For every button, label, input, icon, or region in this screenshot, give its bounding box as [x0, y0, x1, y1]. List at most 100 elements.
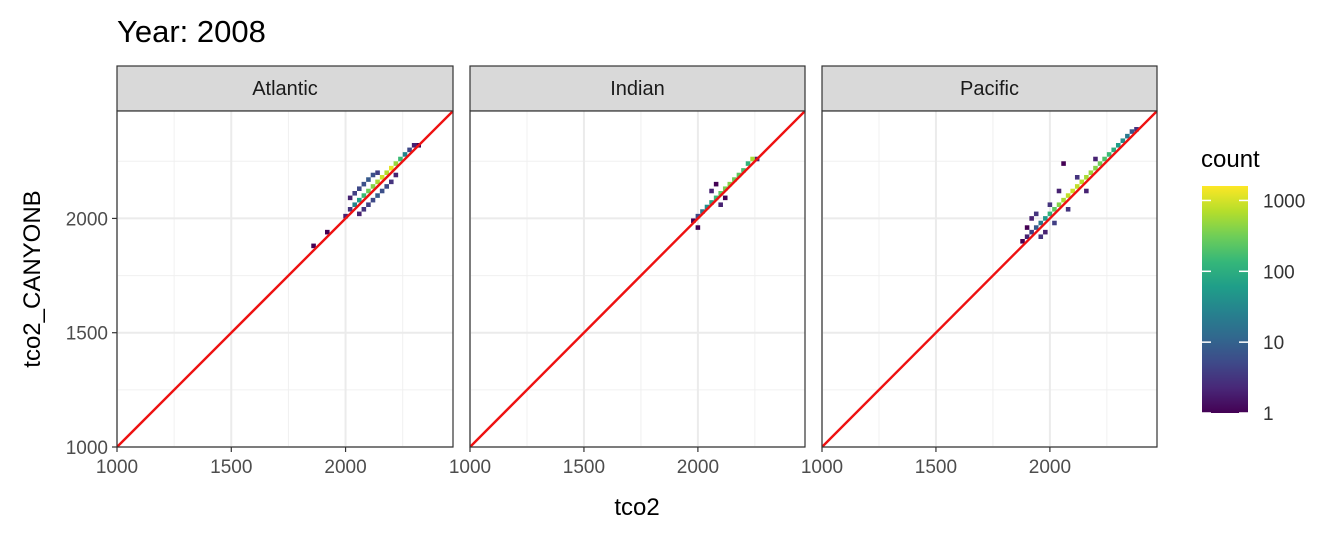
facets-layer: Atlantic 1000 1500 2000 1000 1500 2000 Indian 10… — [66, 65, 1158, 478]
heatmap-bin — [1070, 188, 1075, 194]
facet-strip-label: Pacific — [960, 78, 1019, 100]
heatmap-bins — [311, 143, 421, 249]
heatmap-bin — [1115, 143, 1121, 148]
chart-title: Year: 2008 — [117, 14, 266, 49]
heatmap-bin — [1088, 170, 1094, 175]
heatmap-bin — [704, 204, 710, 210]
heatmap-bins — [1020, 127, 1139, 244]
x-tick-label: 1000 — [96, 457, 138, 478]
heatmap-bin — [352, 202, 357, 207]
heatmap-bin — [370, 197, 376, 203]
heatmap-bins — [691, 156, 760, 230]
x-tick-label: 1500 — [563, 457, 605, 478]
heatmap-bin — [361, 193, 367, 198]
facet-panel-indian: Indian 1000 1500 2000 — [449, 65, 806, 478]
heatmap-bin — [1033, 225, 1039, 230]
y-tick-label: 1500 — [66, 324, 108, 345]
heatmap-bin — [375, 170, 380, 175]
heatmap-bin — [1084, 175, 1089, 180]
heatmap-bin — [357, 211, 362, 217]
y-tick-label: 1000 — [66, 438, 108, 459]
heatmap-bin — [370, 172, 376, 178]
heatmap-bin — [366, 202, 371, 207]
heatmap-bin — [375, 193, 380, 198]
heatmap-bin — [1043, 216, 1048, 221]
x-tick-label: 2000 — [1029, 457, 1071, 478]
heatmap-bin — [1097, 161, 1103, 166]
legend-break-label: 100 — [1263, 262, 1295, 283]
legend-colorbar — [1202, 186, 1248, 413]
heatmap-bin — [325, 229, 330, 235]
facet-strip-label: Indian — [610, 78, 665, 100]
heatmap-bin — [1125, 133, 1130, 139]
heatmap-bin — [379, 175, 385, 180]
panel-border — [116, 110, 454, 448]
heatmap-bin — [347, 195, 353, 201]
heatmap-bin — [1111, 147, 1116, 153]
panel-border — [469, 110, 806, 448]
heatmap-bin — [1120, 138, 1126, 143]
x-tick-label: 2000 — [677, 457, 719, 478]
facet-panel-pacific: Pacific 1000 1500 2000 — [801, 65, 1158, 478]
heatmap-bin — [1134, 127, 1139, 132]
heatmap-bin — [398, 156, 403, 162]
heatmap-bin — [713, 195, 719, 201]
heatmap-bin — [1029, 216, 1034, 221]
heatmap-bin — [384, 170, 389, 175]
heatmap-bin — [407, 147, 412, 153]
heatmap-bin — [727, 181, 733, 187]
heatmap-bin — [370, 184, 376, 189]
color-legend: count 1 10 100 1000 — [1201, 146, 1305, 425]
heatmap-bin — [1047, 202, 1053, 207]
heatmap-bin — [384, 184, 389, 189]
legend-title: count — [1201, 146, 1260, 173]
heatmap-bin — [1061, 197, 1066, 203]
heatmap-bin — [1043, 229, 1048, 235]
heatmap-bin — [389, 165, 394, 171]
heatmap-bin — [1033, 211, 1039, 217]
heatmap-bin — [361, 181, 367, 187]
reference-line-group — [470, 111, 805, 447]
facet-strip — [116, 65, 454, 112]
y-axis-title: tco2_CANYONB — [19, 190, 46, 367]
heatmap-bin — [1056, 202, 1062, 207]
heatmap-bin — [311, 243, 316, 249]
heatmap-bin — [1102, 156, 1107, 162]
reference-line-group — [117, 111, 453, 447]
facet-strip — [821, 65, 1158, 112]
heatmap-bin — [389, 179, 394, 185]
heatmap-bin — [736, 172, 742, 178]
panel-border — [821, 110, 1158, 448]
y-tick-label: 2000 — [66, 209, 108, 230]
heatmap-bin — [343, 213, 348, 219]
identity-line — [470, 111, 805, 447]
heatmap-bin — [709, 188, 714, 194]
heatmap-bin — [347, 207, 353, 212]
heatmap-bin — [750, 156, 755, 162]
heatmap-bin — [700, 209, 705, 214]
x-tick-label: 2000 — [324, 457, 366, 478]
heatmap-bin — [718, 191, 723, 196]
x-axis-title: tco2 — [614, 494, 659, 521]
heatmap-bin — [1056, 188, 1062, 194]
heatmap-bin — [1084, 188, 1089, 194]
heatmap-bin — [1129, 129, 1135, 134]
legend-break-label: 1000 — [1263, 191, 1305, 212]
heatmap-bin — [709, 200, 714, 205]
heatmap-bin — [1020, 239, 1025, 244]
heatmap-bin — [379, 188, 385, 194]
facet-panel-atlantic: Atlantic 1000 1500 2000 1000 1500 2000 — [66, 65, 454, 478]
heatmap-bin — [1093, 165, 1098, 171]
x-tick-label: 1500 — [210, 457, 252, 478]
heatmap-bin — [1047, 211, 1053, 217]
heatmap-bin — [1065, 207, 1071, 212]
heatmap-bin — [722, 186, 728, 191]
heatmap-bin — [1065, 193, 1071, 198]
facet-strip-label: Atlantic — [252, 78, 318, 100]
heatmap-bin — [393, 161, 399, 166]
heatmap-bin — [361, 207, 367, 212]
heatmap-bin — [366, 177, 371, 182]
heatmap-bin — [732, 177, 737, 182]
